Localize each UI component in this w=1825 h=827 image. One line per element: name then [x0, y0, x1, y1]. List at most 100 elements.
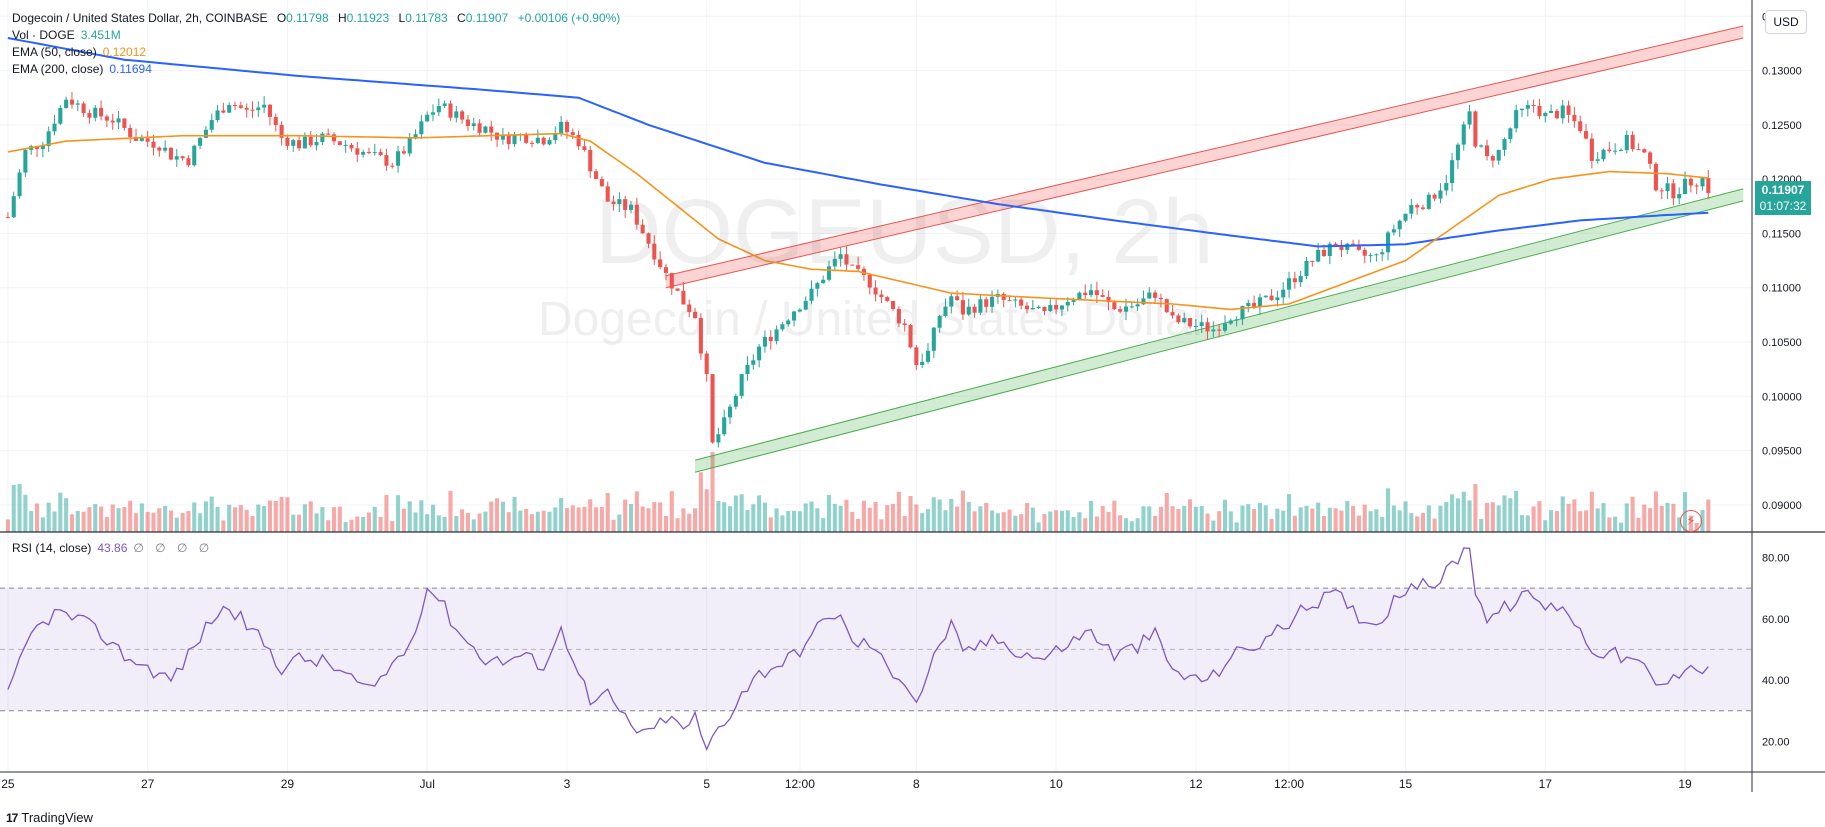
candle-body — [1595, 159, 1600, 161]
candle-body — [1327, 243, 1332, 257]
volume-bar — [343, 522, 348, 532]
volume-bar — [506, 512, 511, 532]
candle-body — [774, 329, 779, 342]
volume-bar — [186, 510, 191, 532]
volume-bar — [1036, 522, 1041, 532]
candle-body — [780, 324, 785, 330]
volume-bar — [198, 513, 203, 532]
volume-bar — [1094, 516, 1099, 532]
candle-body — [81, 103, 86, 114]
candle-body — [1653, 163, 1658, 191]
time-tick-label: 27 — [141, 777, 155, 791]
candle-body — [943, 306, 948, 316]
candle-body — [1281, 289, 1286, 298]
candle-body — [227, 105, 232, 113]
currency-button[interactable]: USD — [1765, 10, 1807, 34]
trend-channels[interactable] — [665, 25, 1744, 473]
volume-bar — [891, 503, 896, 532]
volume-bar — [308, 501, 313, 532]
candle-body — [1560, 105, 1565, 119]
volume-bar — [69, 514, 75, 532]
candle-body — [180, 156, 185, 159]
candle-body — [355, 148, 360, 155]
volume-bar — [1182, 505, 1187, 532]
candle-body — [925, 350, 931, 362]
ema200-value: 0.11694 — [109, 62, 152, 76]
volume-legend[interactable]: Vol · DOGE 3.451M — [12, 27, 121, 43]
candle-body — [955, 296, 960, 301]
candle-body — [1013, 299, 1018, 301]
price-tick-label: 0.09000 — [1762, 500, 1802, 512]
volume-bar — [75, 510, 80, 532]
volume-bar — [1618, 522, 1624, 532]
candle-body — [768, 336, 773, 342]
candle-body — [244, 107, 249, 110]
volume-bar — [1554, 510, 1559, 532]
volume-bar — [139, 503, 144, 532]
volume-bar — [832, 503, 837, 532]
ema200-legend[interactable]: EMA (200, close) 0.11694 — [12, 61, 152, 77]
candle-body — [1432, 194, 1437, 199]
volume-bar — [419, 500, 424, 532]
rsi-legend[interactable]: RSI (14, close) 43.86 ∅ ∅ ∅ ∅ — [12, 540, 213, 556]
candle-body — [1618, 150, 1624, 152]
candle-body — [914, 347, 919, 366]
candle-body — [1176, 315, 1181, 323]
candle-body — [151, 141, 156, 148]
volume-bar — [1298, 507, 1303, 532]
volume-bar — [937, 499, 942, 532]
volume-bar — [885, 505, 890, 532]
candle-body — [1193, 326, 1198, 328]
candle-body — [1397, 220, 1402, 230]
lightning-icon[interactable]: ⚡ — [1680, 510, 1702, 532]
volume-bar — [570, 505, 575, 532]
volume-bar — [209, 496, 214, 532]
candle-body — [1549, 110, 1554, 113]
candle-body — [1316, 249, 1321, 262]
price-tick-label: 0.11000 — [1762, 283, 1801, 295]
volume-bar — [1578, 511, 1583, 532]
candle-body — [733, 395, 738, 407]
rsi-label[interactable]: RSI (14, close) — [12, 541, 92, 555]
symbol-legend[interactable]: Dogecoin / United States Dollar, 2h, COI… — [12, 10, 620, 26]
ema50-legend[interactable]: EMA (50, close) 0.12012 — [12, 44, 146, 60]
candle-body — [302, 136, 307, 149]
symbol-title[interactable]: Dogecoin / United States Dollar, 2h, COI… — [12, 11, 268, 25]
candle-body — [844, 254, 849, 265]
rsi-band — [0, 587, 1752, 712]
time-tick-label: 19 — [1678, 777, 1692, 791]
price-tick-label: 0.10000 — [1762, 391, 1802, 403]
volume-bar — [1537, 501, 1542, 532]
volume-bar — [826, 495, 832, 532]
candle-body — [1525, 105, 1530, 109]
volume-bar — [1048, 511, 1053, 532]
volume-bar — [1222, 499, 1228, 532]
volume-bar — [1403, 501, 1408, 532]
candle-body — [361, 152, 366, 155]
volume-bar — [1019, 514, 1024, 532]
rsi-tick-label: 80.00 — [1762, 552, 1790, 564]
volume-bar — [710, 452, 715, 532]
volume-bar — [221, 520, 226, 532]
volume-bar — [1281, 510, 1286, 532]
volume-bar — [908, 496, 913, 532]
volume-bar — [1677, 517, 1682, 532]
volume-bar — [1211, 520, 1216, 532]
candle-body — [1123, 306, 1129, 312]
volume-bar — [1339, 510, 1344, 532]
ema50-label[interactable]: EMA (50, close) — [12, 45, 97, 59]
candle-body — [902, 323, 907, 326]
volume-bar — [594, 507, 599, 532]
rsi-tick-label: 40.00 — [1762, 675, 1790, 687]
ema200-label[interactable]: EMA (200, close) — [12, 62, 104, 76]
volume-bar — [384, 494, 389, 532]
volume-bar — [541, 510, 546, 532]
volume-bar — [1496, 505, 1501, 532]
volume-label[interactable]: Vol · DOGE — [12, 28, 75, 42]
candle-body — [396, 151, 401, 166]
volume-bar — [267, 500, 272, 532]
tradingview-brand[interactable]: 17 TradingView — [6, 810, 93, 825]
candle-body — [1222, 323, 1228, 331]
candle-body — [1024, 305, 1030, 310]
